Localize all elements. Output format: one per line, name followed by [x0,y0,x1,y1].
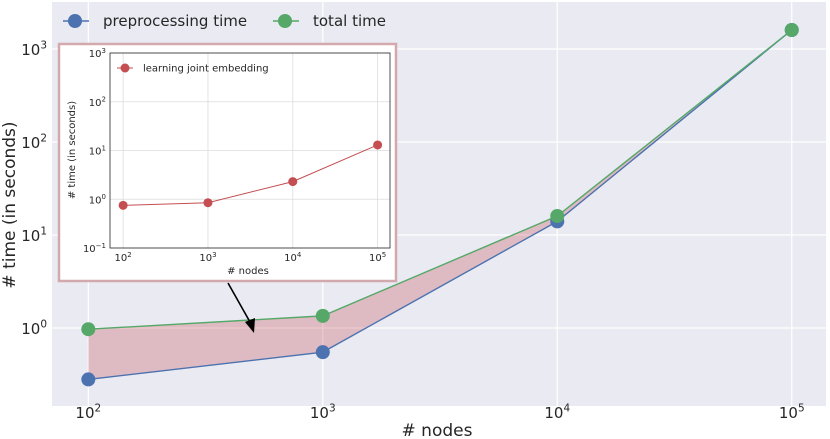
main-y-tick-label: 102 [21,133,47,152]
inset-y-tick-label: 102 [89,96,106,109]
inset-x-tick-labels: 102 103 104 105 [115,251,387,264]
main-x-tick-label: 105 [779,403,805,422]
main-x-tick-labels: 102 103 104 105 [75,403,804,422]
main-series-line-1 [88,29,793,330]
main-y-tick-label: 101 [21,226,47,245]
inset-legend-marker [120,63,130,73]
legend-label: total time [313,12,386,30]
inset-series-points [118,140,383,210]
main-data-point [81,372,96,387]
main-y-axis-label: # time (in seconds) [0,121,20,288]
main-fill-between [88,29,792,380]
inset-y-tick-labels: 10−1 100 101 102 103 [83,47,106,255]
main-legend: preprocessing time total time [63,12,386,30]
legend-marker [68,14,82,28]
inset-y-tick-label: 10−1 [83,242,106,255]
main-y-tick-label: 100 [21,319,47,338]
main-series-line-0 [88,29,793,381]
main-y-tick-label: 103 [21,40,47,59]
inset-data-point [373,140,383,150]
inset-y-tick-label: 100 [89,193,106,206]
inset-y-axis-label: # time (in seconds) [67,101,78,199]
main-data-point [784,22,799,37]
inset-data-point [288,177,298,187]
main-data-point [81,322,96,337]
legend-label: preprocessing time [103,12,247,30]
inset-y-tick-label: 101 [89,144,106,157]
inset-frame [57,42,398,283]
main-data-point [315,308,330,323]
main-y-tick-labels: 100 101 102 103 [21,40,47,338]
inset-legend-label: learning joint embedding [143,64,269,75]
inset-x-tick-label: 104 [284,251,302,264]
main-series-lines [88,29,793,381]
inset-axes-box [109,52,391,249]
main-x-tick-label: 104 [544,403,570,422]
main-x-tick-label: 102 [75,403,101,422]
main-x-tick-label: 103 [310,403,336,422]
inset-data-point [118,200,128,210]
inset-x-tick-label: 102 [115,251,132,264]
inset-chart: 102 103 104 105 10−1 100 101 102 103 # nodes # … [57,42,398,283]
inset-x-tick-label: 105 [369,251,386,264]
annotation-arrow [227,282,255,333]
main-data-point [550,209,565,224]
inset-x-tick-label: 103 [199,251,216,264]
main-x-axis-label: # nodes [402,421,473,439]
inset-series-lines [123,144,378,206]
legend-marker [278,14,292,28]
main-series-points [81,22,799,387]
inset-y-tick-label: 103 [89,47,106,60]
main-data-point [315,345,330,360]
inset-data-point [203,198,213,208]
inset-series-line-0 [123,144,378,206]
main-fill-region [88,29,792,380]
inset-legend: learning joint embedding [117,63,269,75]
inset-x-axis-label: # nodes [227,266,269,277]
